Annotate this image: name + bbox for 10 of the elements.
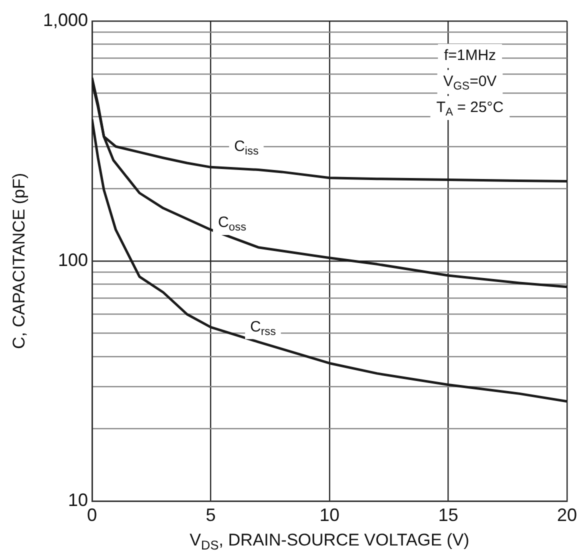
x-tick-label: 0 [86,504,98,525]
y-axis-title: C, CAPACITANCE (pF) [10,172,29,349]
y-tick-label: 100 [58,250,88,270]
x-tick-label: 20 [556,504,578,525]
x-tick-label: 10 [319,504,340,525]
annotation: f=1MHz [444,47,496,64]
x-tick-label: 15 [438,504,458,525]
x-tick-label: 5 [206,504,216,525]
y-tick-label: 1,000 [42,10,88,30]
y-tick-label: 10 [68,490,88,510]
